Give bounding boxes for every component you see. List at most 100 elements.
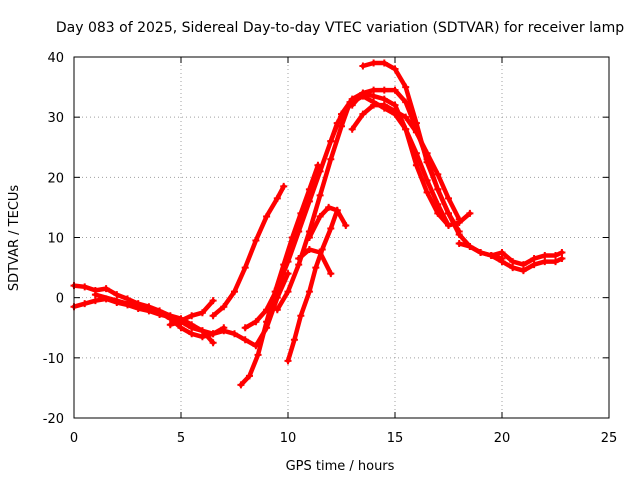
data-point [273, 194, 281, 202]
data-point [284, 288, 292, 296]
x-tick-label: 0 [70, 431, 78, 446]
data-point [391, 86, 399, 94]
data-point [231, 330, 238, 338]
data-point [305, 288, 313, 296]
data-point [316, 191, 324, 199]
data-point [220, 327, 228, 335]
series-arc-5 [209, 182, 288, 320]
data-point [434, 185, 442, 193]
data-point [541, 258, 549, 266]
data-point [359, 62, 367, 70]
series-arc-7 [241, 119, 341, 332]
data-point [134, 303, 142, 311]
y-tick-label: 0 [56, 292, 64, 307]
data-point [370, 59, 378, 67]
data-point [284, 357, 292, 365]
data-point [412, 119, 420, 127]
data-point [237, 381, 245, 389]
data-point [466, 243, 474, 251]
data-point [124, 295, 131, 303]
data-point [558, 249, 566, 257]
data-point [348, 125, 356, 133]
data-point [487, 252, 495, 260]
data-point [348, 101, 356, 109]
data-point [290, 336, 298, 344]
data-point [284, 270, 292, 278]
data-point [91, 297, 99, 305]
data-point [402, 113, 410, 121]
data-point [305, 246, 313, 254]
data-point [370, 86, 378, 94]
data-point [327, 224, 335, 232]
axis-ticks: 0 5 10 15 20 25 -20 -10 0 10 20 30 40 [43, 51, 618, 446]
data-point [558, 255, 566, 263]
data-point [370, 92, 378, 100]
data-point [295, 261, 303, 269]
data-point [338, 113, 345, 121]
data-point [263, 212, 271, 220]
data-point [263, 318, 271, 326]
data-point [552, 258, 559, 266]
data-point [477, 249, 485, 257]
data-point [241, 324, 249, 332]
data-point [412, 149, 420, 157]
y-tick-label: 30 [47, 111, 64, 126]
y-axis-label: SDTVAR / TECUs [7, 185, 22, 292]
data-point [177, 324, 185, 332]
data-point [91, 291, 99, 299]
x-tick-label: 10 [280, 431, 297, 446]
data-point [519, 261, 527, 269]
data-point [423, 158, 431, 166]
data-point [423, 176, 431, 184]
data-point [252, 237, 260, 245]
data-point [209, 330, 217, 338]
data-point [280, 182, 288, 190]
data-point [530, 255, 538, 263]
data-point [177, 318, 185, 326]
data-point [380, 101, 388, 109]
data-point [402, 125, 410, 133]
y-tick-label: 20 [47, 171, 64, 186]
data-point [209, 312, 217, 320]
data-point [380, 59, 388, 67]
data-point [305, 197, 313, 205]
data-point [327, 155, 335, 163]
data-point [455, 215, 463, 223]
data-point [295, 227, 303, 235]
data-point [284, 258, 292, 266]
series-trace [242, 120, 340, 331]
x-tick-label: 5 [177, 431, 185, 446]
data-point [316, 212, 324, 220]
data-point [254, 351, 262, 359]
data-point [231, 288, 238, 296]
data-point [541, 252, 549, 260]
data-point [412, 161, 420, 169]
data-points [70, 59, 566, 389]
data-point [316, 249, 324, 257]
data-point [312, 264, 320, 272]
data-point [188, 324, 196, 332]
series-trace [296, 247, 334, 276]
data-point [156, 309, 164, 317]
data-point [333, 206, 341, 214]
y-tick-label: 40 [47, 51, 64, 66]
series-trace [285, 208, 340, 364]
data-point [241, 264, 249, 272]
data-point [434, 200, 442, 208]
data-point [198, 333, 206, 341]
y-tick-label: 10 [47, 232, 64, 247]
data-point [445, 194, 452, 202]
data-point [445, 209, 452, 217]
data-point [273, 285, 281, 293]
series-arc-15 [348, 101, 463, 223]
data-point [327, 270, 335, 278]
data-point [252, 318, 260, 326]
series-arc-11 [305, 203, 350, 241]
data-point [455, 240, 463, 248]
data-point [297, 312, 305, 320]
data-point [166, 321, 174, 329]
data-point [423, 188, 431, 196]
data-point [209, 297, 217, 305]
data-point [102, 285, 110, 293]
